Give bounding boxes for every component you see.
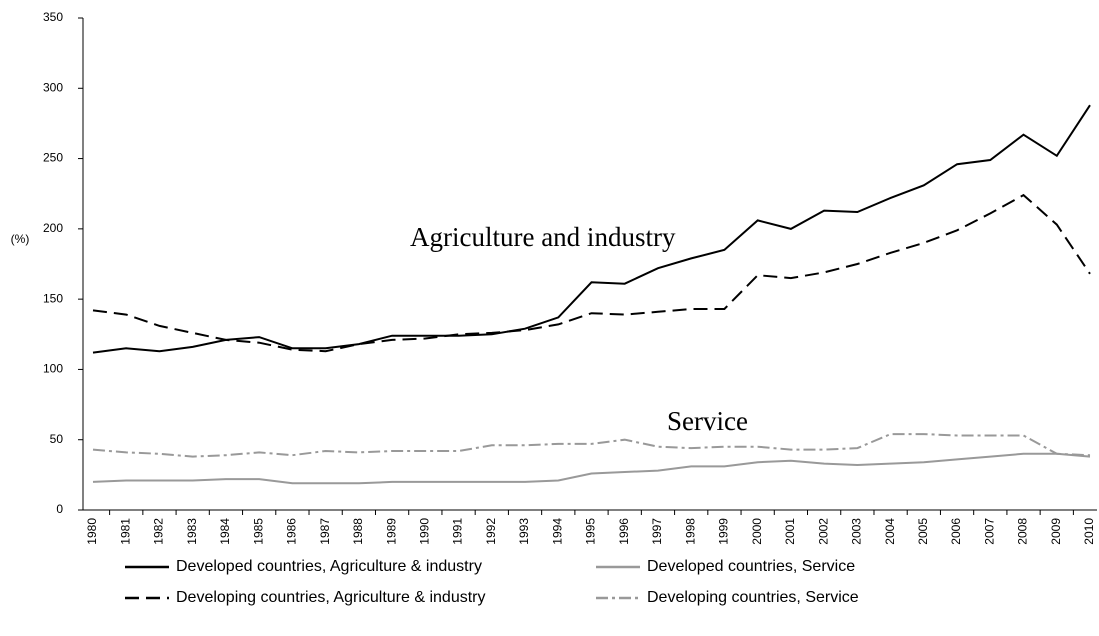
x-tick-label: 2002 bbox=[816, 518, 830, 545]
x-tick-label: 2003 bbox=[850, 518, 864, 545]
x-tick-label: 1999 bbox=[717, 518, 731, 545]
legend-label: Developing countries, Service bbox=[647, 589, 859, 606]
line-series bbox=[92, 433, 1091, 458]
x-tick-label: 2004 bbox=[883, 518, 897, 545]
x-tick-label: 1989 bbox=[384, 518, 398, 545]
x-tick-label: 2001 bbox=[783, 518, 797, 545]
x-tick-label: 1986 bbox=[285, 518, 299, 545]
legend-label: Developing countries, Agriculture & indu… bbox=[176, 589, 486, 606]
x-tick-label: 1988 bbox=[351, 518, 365, 545]
x-tick-label: 2007 bbox=[982, 518, 996, 545]
x-tick-label: 1996 bbox=[617, 518, 631, 545]
y-tick-label: 0 bbox=[56, 502, 63, 516]
y-tick-label: 350 bbox=[43, 10, 63, 24]
x-tick-label: 1983 bbox=[185, 518, 199, 545]
x-tick-label: 1997 bbox=[650, 518, 664, 545]
x-tick-label: 1981 bbox=[118, 518, 132, 545]
x-tick-label: 1995 bbox=[584, 518, 598, 545]
line-series bbox=[92, 104, 1091, 354]
y-tick-label: 200 bbox=[43, 221, 63, 235]
x-tick-label: 2008 bbox=[1016, 518, 1030, 545]
x-tick-label: 2010 bbox=[1082, 518, 1096, 545]
line-series bbox=[92, 193, 1091, 353]
y-axis-label: (%) bbox=[11, 232, 30, 246]
legend-label: Developed countries, Service bbox=[647, 558, 855, 575]
legend-label: Developed countries, Agriculture & indus… bbox=[176, 558, 482, 575]
x-tick-label: 1990 bbox=[418, 518, 432, 545]
y-tick-label: 50 bbox=[50, 432, 64, 446]
y-tick-label: 300 bbox=[43, 80, 63, 94]
x-tick-label: 1991 bbox=[451, 518, 465, 545]
x-tick-label: 1987 bbox=[318, 518, 332, 545]
x-tick-label: 1984 bbox=[218, 518, 232, 545]
x-tick-label: 1982 bbox=[152, 518, 166, 545]
x-tick-label: 2009 bbox=[1049, 518, 1063, 545]
annotation: Agriculture and industry bbox=[410, 222, 676, 252]
x-tick-label: 1980 bbox=[85, 518, 99, 545]
line-series bbox=[92, 452, 1091, 485]
x-tick-label: 1985 bbox=[251, 518, 265, 545]
legend: Developed countries, Agriculture & indus… bbox=[125, 558, 859, 606]
x-tick-label: 1993 bbox=[517, 518, 531, 545]
x-tick-label: 1998 bbox=[683, 518, 697, 545]
x-tick-label: 2000 bbox=[750, 518, 764, 545]
annotation: Service bbox=[667, 406, 748, 436]
x-tick-label: 2005 bbox=[916, 518, 930, 545]
x-tick-label: 1992 bbox=[484, 518, 498, 545]
y-tick-label: 100 bbox=[43, 362, 63, 376]
x-tick-label: 2006 bbox=[949, 518, 963, 545]
y-tick-label: 250 bbox=[43, 151, 63, 165]
x-tick-label: 1994 bbox=[550, 518, 564, 545]
y-tick-label: 150 bbox=[43, 291, 63, 305]
